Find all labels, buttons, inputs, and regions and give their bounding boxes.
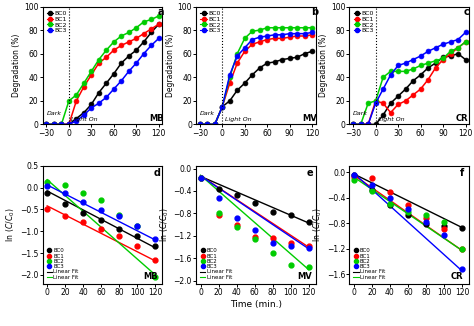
- Legend: BC0, BC1, BC2, BC3, Linear Fit, Linear Fit: BC0, BC1, BC2, BC3, Linear Fit, Linear F…: [352, 247, 386, 281]
- Text: CR: CR: [456, 114, 468, 123]
- Legend: BC0, BC1, BC2, BC3: BC0, BC1, BC2, BC3: [353, 10, 375, 35]
- Text: b: b: [310, 7, 318, 17]
- Y-axis label: Degradation (%): Degradation (%): [12, 34, 21, 97]
- Legend: BC0, BC1, BC2, BC3: BC0, BC1, BC2, BC3: [199, 10, 222, 35]
- Legend: BC0, BC1, BC2, BC3: BC0, BC1, BC2, BC3: [46, 10, 68, 35]
- Text: Dark: Dark: [353, 111, 368, 116]
- Y-axis label: Degradation (%): Degradation (%): [165, 34, 174, 97]
- Text: Dark: Dark: [200, 111, 215, 116]
- Text: MB: MB: [144, 272, 158, 281]
- Text: d: d: [154, 168, 161, 178]
- Text: c: c: [464, 7, 470, 17]
- Y-axis label: $\ln$ $(C/C_0)$: $\ln$ $(C/C_0)$: [5, 207, 17, 242]
- Text: f: f: [460, 168, 465, 178]
- Text: CR: CR: [450, 272, 463, 281]
- Text: Dark: Dark: [46, 111, 62, 116]
- Y-axis label: Degradation (%): Degradation (%): [319, 34, 328, 97]
- Text: MV: MV: [297, 272, 312, 281]
- Text: a: a: [157, 7, 164, 17]
- X-axis label: Time (min.): Time (min.): [230, 300, 282, 309]
- Text: MB: MB: [149, 114, 164, 123]
- Text: e: e: [307, 168, 313, 178]
- Text: Light On: Light On: [225, 117, 251, 122]
- Text: Light On: Light On: [71, 117, 98, 122]
- Legend: BC0, BC1, BC2, BC3, Linear Fit, Linear Fit: BC0, BC1, BC2, BC3, Linear Fit, Linear F…: [46, 247, 80, 281]
- Legend: BC0, BC1, BC2, BC3, Linear Fit, Linear Fit: BC0, BC1, BC2, BC3, Linear Fit, Linear F…: [199, 247, 233, 281]
- Y-axis label: $\ln$ $(C/C_0)$: $\ln$ $(C/C_0)$: [311, 207, 324, 242]
- Text: MV: MV: [302, 114, 317, 123]
- Text: Light On: Light On: [378, 117, 404, 122]
- Y-axis label: $\ln$ $(C/C_0)$: $\ln$ $(C/C_0)$: [158, 207, 171, 242]
